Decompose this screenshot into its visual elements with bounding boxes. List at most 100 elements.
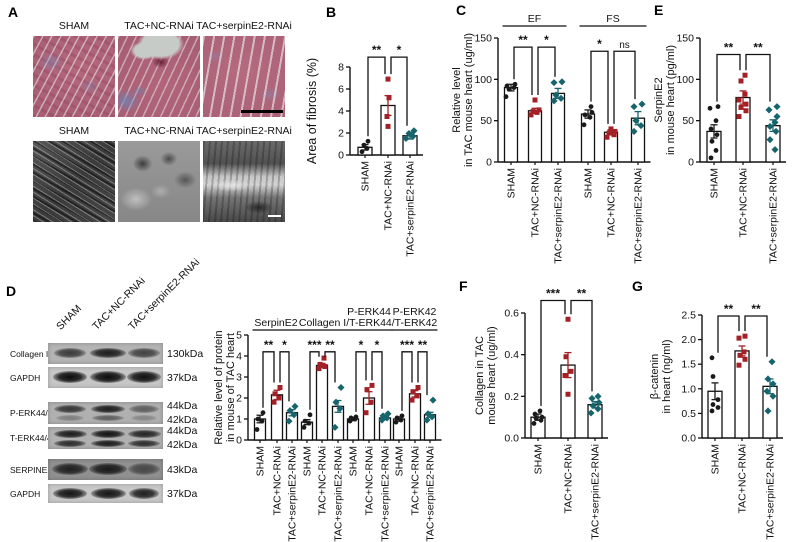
data-point [424, 410, 432, 418]
data-point [365, 138, 371, 144]
y-axis-label: Relative level of protein [213, 330, 225, 444]
blot-band [54, 348, 86, 358]
y-tick-label: 0.0 [504, 433, 519, 445]
significance-label: *** [400, 338, 414, 352]
chart-F: 0.0 0.2 0.4 0.6 Collagen in TAC mouse heart (… [474, 287, 608, 540]
significance-label: * [544, 33, 549, 47]
group-label: EF [528, 13, 541, 25]
data-point [708, 126, 714, 132]
data-point [531, 421, 537, 426]
data-point [359, 149, 365, 155]
data-point [738, 78, 744, 84]
data-point [384, 410, 392, 418]
data-point [409, 397, 415, 403]
group-label: SerpinE2 [254, 317, 297, 329]
data-point [743, 101, 749, 107]
data-point [306, 420, 312, 426]
panel-label-d: D [6, 283, 17, 299]
data-point [337, 383, 345, 392]
x-category-label: TAC+serpinE2-RNAi [553, 168, 565, 264]
blot-strip [48, 367, 163, 388]
data-point [410, 127, 418, 135]
data-point [336, 404, 344, 413]
significance-label: * [375, 338, 380, 352]
data-point [771, 118, 779, 126]
blot-band [91, 430, 125, 438]
group-label: P-ERK44 [347, 306, 391, 318]
data-point [321, 355, 327, 361]
em-image-nc-rnai [118, 141, 200, 222]
x-category-label: TAC+NC-RNAi [563, 444, 575, 514]
data-point [255, 416, 261, 422]
kda-label: 37kDa [167, 487, 198, 500]
data-point [272, 391, 278, 397]
y-axis-label: Area of fibrosis (%) [305, 58, 319, 164]
data-point [368, 399, 374, 405]
data-point [763, 387, 771, 395]
y-tick-label: 0 [236, 435, 242, 447]
data-point [286, 407, 294, 415]
data-point [769, 380, 777, 388]
data-point [715, 397, 721, 403]
panel-label-g: G [632, 278, 643, 294]
data-point [608, 126, 614, 132]
significance-label: * [359, 338, 364, 352]
y-tick-label: 0.5 [681, 408, 696, 420]
data-point [582, 112, 588, 118]
chart-E: 0 50 100 150 SerpinE2 in mouse heart (pg/ml) S… [653, 33, 786, 264]
blot-band [128, 440, 160, 447]
x-category-label: SHAM [302, 446, 314, 476]
data-point [714, 132, 720, 138]
blot-band [92, 415, 124, 421]
data-point [301, 425, 307, 430]
data-point [764, 407, 772, 415]
blot-row-label: Collagen I [10, 348, 49, 359]
x-category-label: TAC+serpinE2-RNAi [425, 446, 437, 542]
panel-label-a: A [8, 4, 19, 20]
data-point [612, 128, 618, 134]
y-tick-label: 0 [486, 157, 492, 169]
blot-band [54, 440, 86, 447]
significance-label: ** [264, 338, 274, 352]
y-axis-label: Relative level [451, 67, 463, 132]
significance-label: ** [753, 41, 763, 55]
kda-label: 37kDa [167, 371, 198, 384]
data-point [709, 355, 715, 361]
y-tick-label: 0.2 [504, 391, 519, 403]
data-point [632, 117, 640, 125]
data-point [528, 112, 534, 118]
blot-row-label: SERPINE2 [10, 464, 53, 475]
data-point [741, 349, 747, 355]
blot-band [90, 348, 126, 358]
x-category-label: TAC+serpinE2-RNAi [380, 446, 392, 542]
blot-strip [48, 402, 163, 424]
y-tick-label: 50 [682, 115, 694, 127]
significance-label: ** [751, 302, 761, 316]
blot-strip [48, 427, 163, 449]
data-point [260, 410, 266, 416]
data-point [589, 110, 595, 115]
significance-label: *** [307, 338, 321, 352]
histology-label-nc-rnai: TAC+NC-RNAi [124, 20, 194, 32]
significance-label: * [282, 338, 287, 352]
data-point [630, 127, 638, 135]
y-tick-label: 100 [676, 74, 694, 86]
kda-label: 42kDa [167, 414, 198, 426]
panel-label-c: C [456, 2, 467, 18]
x-category-label: TAC+NC-RNAi [364, 446, 376, 516]
y-tick-label: 4 [338, 106, 344, 118]
blot-strip [48, 343, 163, 364]
data-point [271, 399, 277, 405]
em-image-serpine2 [203, 141, 285, 222]
x-category-label: TAC+NC-RNAi [738, 168, 750, 238]
kda-label: 44kDa [167, 425, 198, 437]
data-point [405, 130, 413, 138]
data-point [402, 134, 410, 143]
data-point [302, 418, 308, 424]
data-point [764, 375, 772, 383]
blot-row-label: GAPDH [10, 372, 41, 383]
blot-band [54, 405, 86, 413]
group-label: /T-ERK42 [392, 317, 438, 329]
data-point [594, 405, 602, 413]
blot-band [128, 348, 160, 358]
